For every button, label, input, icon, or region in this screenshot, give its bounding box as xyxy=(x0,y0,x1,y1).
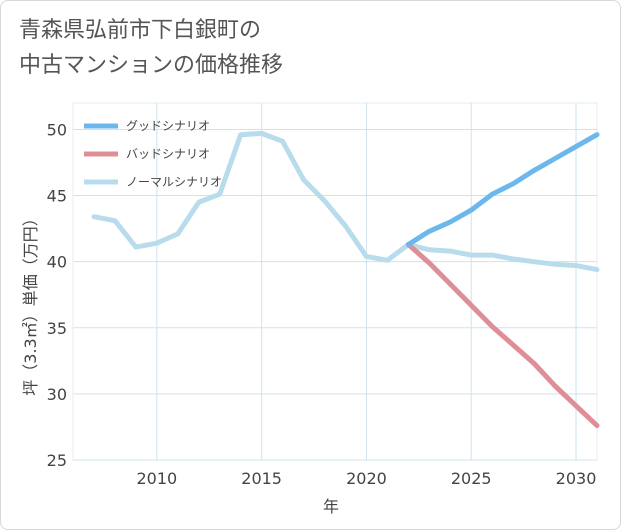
legend-label: ノーマルシナリオ xyxy=(126,175,222,189)
y-tick-label: 30 xyxy=(47,385,67,404)
y-axis-label: 坪（3.3㎡）単価（万円） xyxy=(21,210,40,395)
x-tick-label: 2015 xyxy=(241,469,282,488)
y-tick-label: 45 xyxy=(47,187,67,206)
series-lines xyxy=(91,130,600,429)
chart-title: 青森県弘前市下白銀町の 中古マンションの価格推移 xyxy=(19,18,284,78)
legend-label: バッドシナリオ xyxy=(126,147,210,161)
x-tick-label: 2025 xyxy=(451,469,492,488)
y-tick-label: 50 xyxy=(47,120,67,139)
y-tick-label: 40 xyxy=(47,253,67,272)
y-tick-label: 35 xyxy=(47,319,67,338)
grid xyxy=(72,102,598,461)
series-line-bad xyxy=(405,242,600,429)
legend-label: グッドシナリオ xyxy=(126,119,210,133)
series-line-normal xyxy=(91,130,600,273)
series-line-good xyxy=(405,132,600,247)
x-axis-label: 年 xyxy=(323,497,339,516)
axes: 25 30 35 40 45 50 2010 2015 2020 2025 2030 xyxy=(47,120,597,488)
x-tick-label: 2020 xyxy=(346,469,387,488)
x-tick-label: 2030 xyxy=(556,469,597,488)
y-tick-label: 25 xyxy=(47,451,67,470)
x-tick-label: 2010 xyxy=(136,469,177,488)
